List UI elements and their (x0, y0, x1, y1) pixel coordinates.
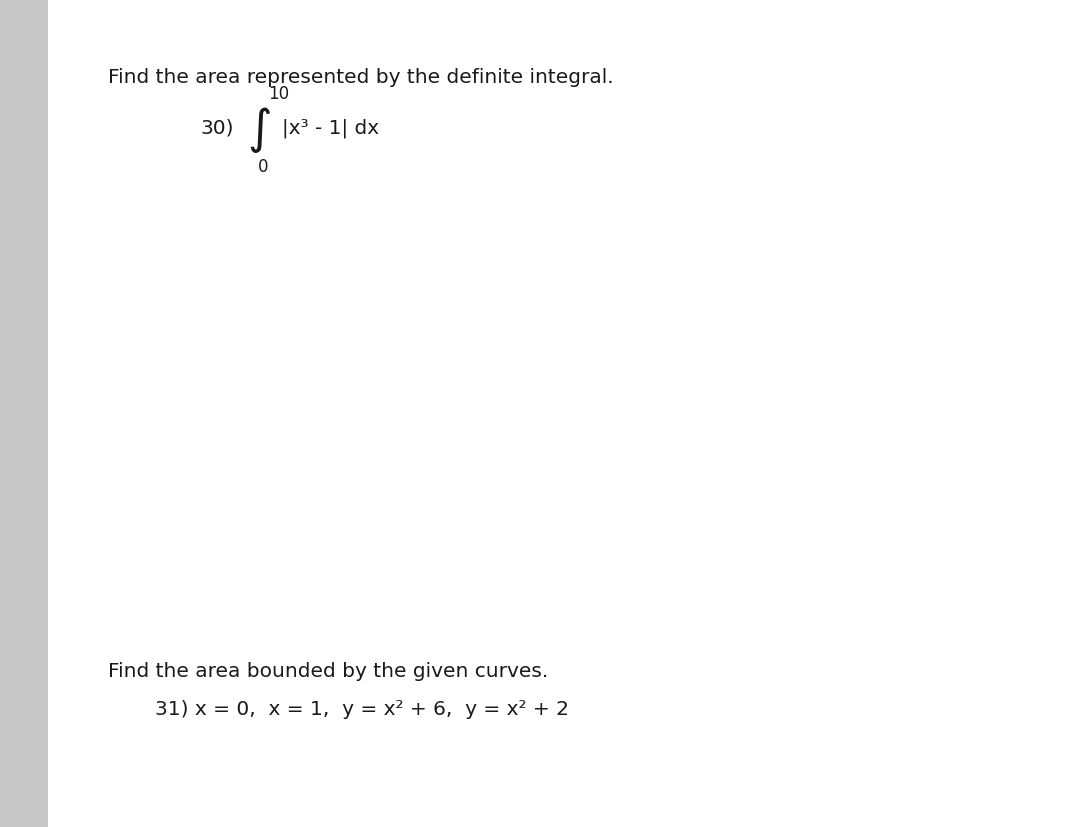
Text: ∫: ∫ (247, 108, 272, 152)
Bar (0, 0, 48, 827)
Text: |x³ - 1| dx: |x³ - 1| dx (282, 118, 379, 137)
Text: 10: 10 (268, 85, 289, 103)
Text: Find the area represented by the definite integral.: Find the area represented by the definit… (108, 68, 613, 87)
Text: 31) x = 0,  x = 1,  y = x² + 6,  y = x² + 2: 31) x = 0, x = 1, y = x² + 6, y = x² + 2 (156, 699, 569, 718)
Text: 0: 0 (258, 158, 269, 176)
Text: Find the area bounded by the given curves.: Find the area bounded by the given curve… (108, 662, 549, 680)
Text: 30): 30) (200, 118, 233, 137)
